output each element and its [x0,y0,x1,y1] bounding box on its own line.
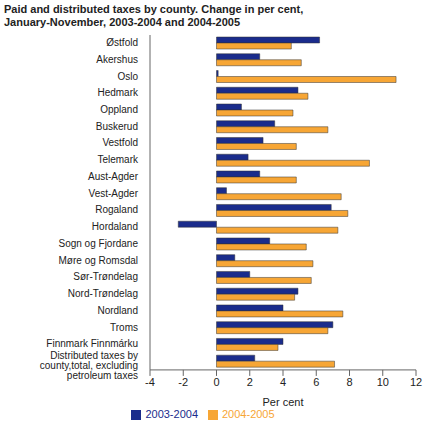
svg-text:Buskerud: Buskerud [96,121,138,132]
svg-text:Finnmark Finnmárku: Finnmark Finnmárku [46,338,138,349]
svg-text:Hedmark: Hedmark [97,87,139,98]
svg-text:-2: -2 [178,376,188,388]
svg-text:Vestfold: Vestfold [102,137,138,148]
svg-text:Østfold: Østfold [106,37,138,48]
svg-text:Oppland: Oppland [100,104,138,115]
svg-text:Sør-Trøndelag: Sør-Trøndelag [73,271,138,282]
svg-text:Distributed taxes bycounty,tot: Distributed taxes bycounty,total, exclud… [40,350,138,381]
svg-text:Hordaland: Hordaland [92,221,138,232]
svg-text:Nord-Trøndelag: Nord-Trøndelag [68,288,138,299]
html-text:2003-2004: 2003-2004 [145,407,198,420]
svg-text:Troms: Troms [110,322,138,333]
svg-text:6: 6 [313,376,319,388]
html-text:Paid and distributed taxes by: Paid and distributed taxes by county. Ch… [4,3,304,28]
svg-text:Telemark: Telemark [97,154,139,165]
svg-text:Aust-Agder: Aust-Agder [88,171,139,182]
svg-text:Vest-Agder: Vest-Agder [89,188,139,199]
svg-text:Akershus: Akershus [96,54,138,65]
svg-text:2: 2 [247,376,253,388]
html-text:2004-2005: 2004-2005 [222,407,275,420]
svg-text:Nordland: Nordland [97,305,138,316]
svg-text:Oslo: Oslo [117,71,138,82]
svg-text:8: 8 [346,376,352,388]
svg-text:10: 10 [377,376,389,388]
svg-text:Sogn og Fjordane: Sogn og Fjordane [58,238,138,249]
svg-text:Møre og Romsdal: Møre og Romsdal [59,255,138,266]
svg-text:12: 12 [410,376,418,388]
svg-text:Rogaland: Rogaland [95,204,138,215]
svg-text:-4: -4 [145,376,155,388]
svg-text:0: 0 [213,376,219,388]
svg-text:Per cent: Per cent [263,396,304,408]
svg-text:4: 4 [280,376,286,388]
